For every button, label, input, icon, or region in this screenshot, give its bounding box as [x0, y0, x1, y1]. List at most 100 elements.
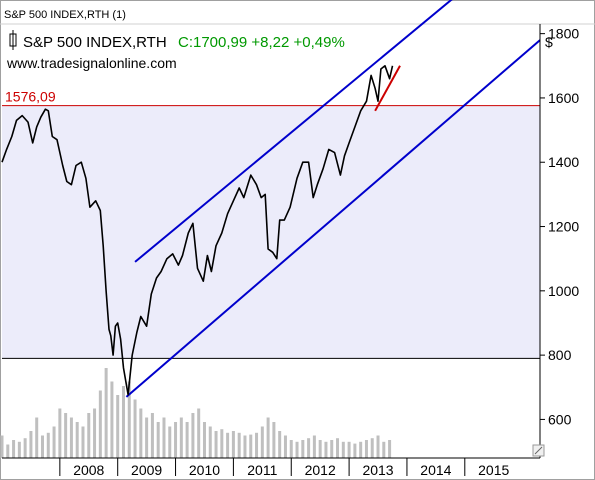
- y-tick-label: 1200: [548, 219, 579, 235]
- volume-bar: [376, 435, 380, 458]
- volume-bar: [330, 440, 334, 458]
- volume-bar: [104, 368, 108, 458]
- channel-line-lower: [125, 39, 541, 398]
- volume-bar: [40, 435, 44, 458]
- volume-bar: [289, 440, 293, 458]
- channel-line-upper: [134, 0, 453, 263]
- volume-bar: [133, 399, 137, 458]
- volume-bar: [231, 431, 235, 458]
- x-tick-label: 2014: [420, 462, 451, 478]
- volume-bar: [220, 429, 224, 458]
- y-tick-label: 1000: [548, 283, 579, 299]
- resize-corner[interactable]: [532, 444, 545, 457]
- x-tick-label: 2013: [362, 462, 393, 478]
- volume-bar: [318, 440, 322, 458]
- x-tick-label: 2011: [247, 462, 277, 478]
- price-series: [1, 65, 394, 396]
- y-axis-unit: $: [545, 34, 553, 50]
- volume-bar: [312, 435, 316, 458]
- range-band: [2, 105, 540, 359]
- volume-bar: [52, 426, 56, 458]
- trend-channel: [125, 0, 541, 398]
- volume-bar: [12, 440, 16, 458]
- volume-bar: [69, 417, 73, 458]
- volume-bar: [179, 417, 183, 458]
- resistance-label: 1576,09: [5, 89, 56, 105]
- x-tick-label: 2008: [73, 462, 104, 478]
- volume-bar: [116, 395, 120, 458]
- volume-bar: [121, 386, 125, 458]
- volume-bar: [23, 438, 27, 458]
- volume-bar: [17, 441, 21, 458]
- volume-bar: [347, 441, 351, 458]
- volume-bar: [307, 438, 311, 458]
- volume-bar: [6, 444, 10, 458]
- x-tick-label: 2012: [305, 462, 336, 478]
- volume-bar: [249, 434, 253, 458]
- volume-bar: [266, 417, 270, 458]
- volume-bar: [226, 432, 230, 458]
- quote-text: C:1700,99 +8,22 +0,49%: [178, 34, 345, 51]
- volume-bar: [87, 413, 91, 458]
- volume-bar: [202, 422, 206, 458]
- price-line: [1, 65, 394, 396]
- volume-bar: [127, 381, 131, 458]
- volume-bar: [272, 422, 276, 458]
- volume-bar: [46, 432, 50, 458]
- volume-bar: [93, 408, 97, 458]
- volume-bar: [29, 431, 33, 458]
- instrument-name: S&P 500 INDEX,RTH: [23, 34, 167, 51]
- volume-bar: [75, 422, 79, 458]
- volume-bar: [110, 381, 114, 458]
- volume-bar: [191, 413, 195, 458]
- x-tick-label: 2015: [478, 462, 509, 478]
- volume-bar: [370, 438, 374, 458]
- volume-bar: [301, 440, 305, 458]
- volume-bar: [58, 408, 62, 458]
- volume-bar: [185, 422, 189, 458]
- volume-bar: [382, 441, 386, 458]
- range-band-fill: [2, 105, 540, 359]
- volume-bar: [156, 422, 160, 458]
- volume-bar: [208, 426, 212, 458]
- volume-bar: [0, 435, 4, 458]
- volume-bar: [139, 408, 143, 458]
- volume-bar: [174, 422, 178, 458]
- volume-bar: [145, 417, 149, 458]
- volume-bars: [0, 368, 392, 458]
- volume-bar: [278, 431, 282, 458]
- volume-bar: [197, 408, 201, 458]
- volume-bar: [255, 432, 259, 458]
- trend-segment: [374, 65, 401, 112]
- volume-bar: [168, 426, 172, 458]
- volume-bar: [341, 441, 345, 458]
- volume-bar: [388, 440, 392, 458]
- y-tick-label: 1400: [548, 154, 579, 170]
- volume-bar: [237, 432, 241, 458]
- window-tab-label[interactable]: S&P 500 INDEX,RTH (1): [4, 9, 126, 21]
- chart-header: S&P 500 INDEX,RTH C:1700,99 +8,22 +0,49%…: [6, 30, 345, 71]
- y-tick-label: 600: [548, 411, 572, 427]
- volume-bar: [243, 435, 247, 458]
- volume-bar: [98, 390, 102, 458]
- volume-bar: [81, 426, 85, 458]
- volume-bar: [260, 426, 264, 458]
- horizontal-levels: 1576,09: [2, 89, 540, 359]
- volume-bar: [283, 435, 287, 458]
- volume-bar: [353, 443, 357, 458]
- y-tick-label: 1800: [548, 26, 579, 42]
- volume-bar: [64, 413, 68, 458]
- x-tick-label: 2009: [131, 462, 162, 478]
- website-label: www.tradesignalonline.com: [6, 55, 177, 71]
- x-tick-label: 2010: [189, 462, 220, 478]
- volume-bar: [324, 441, 328, 458]
- volume-bar: [162, 417, 166, 458]
- y-tick-label: 1600: [548, 90, 579, 106]
- volume-bar: [295, 441, 299, 458]
- volume-bar: [214, 431, 218, 458]
- y-tick-label: 800: [548, 347, 572, 363]
- volume-bar: [150, 413, 154, 458]
- volume-bar: [364, 440, 368, 458]
- volume-bar: [336, 438, 340, 458]
